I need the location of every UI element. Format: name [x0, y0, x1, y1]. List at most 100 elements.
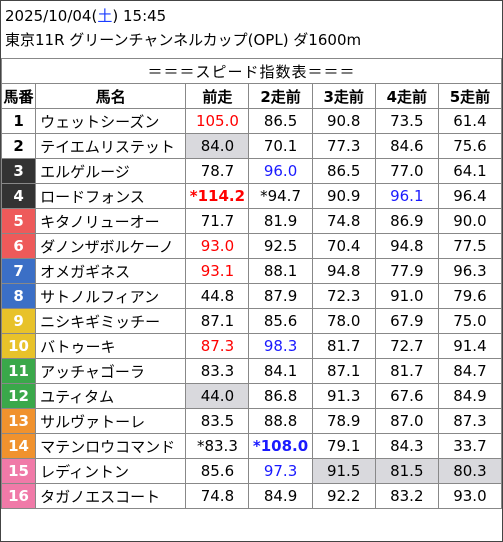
horse-number: 4 [0, 183, 37, 209]
horse-name: ウェットシーズン [35, 108, 187, 134]
speed-index-cell: 33.7 [437, 433, 503, 459]
horse-number: 11 [0, 358, 37, 384]
speed-index-cell: 70.4 [311, 233, 376, 259]
horse-name: アッチャゴーラ [35, 358, 187, 384]
speed-index-cell: 93.1 [185, 258, 250, 284]
speed-index-cell: 87.3 [437, 408, 503, 434]
speed-index-cell: 94.8 [311, 258, 376, 284]
speed-index-cell: 74.8 [185, 483, 250, 509]
table-row: 10 バトゥーキ 87.3 98.3 81.7 72.7 91.4 [0, 333, 503, 359]
speed-index-cell: *94.7 [248, 183, 313, 209]
speed-index-cell: 73.5 [374, 108, 439, 134]
speed-index-cell: 84.9 [248, 483, 313, 509]
table-row: 13 サルヴァトーレ 83.5 88.8 78.9 87.0 87.3 [0, 408, 503, 434]
horse-number: 6 [0, 233, 37, 259]
table-row: 14 マテンロウコマンド *83.3 *108.0 79.1 84.3 33.7 [0, 433, 503, 459]
race-datetime: 2025/10/04(土) 15:45 [5, 6, 166, 26]
speed-index-cell: 67.6 [374, 383, 439, 409]
speed-index-cell: 79.1 [311, 433, 376, 459]
horse-number: 9 [0, 308, 37, 334]
table-row: 5 キタノリューオー 71.7 81.9 74.8 86.9 90.0 [0, 208, 503, 234]
day-of-week: 土 [97, 7, 113, 25]
speed-index-cell: *114.2 [185, 183, 250, 209]
speed-index-cell: 83.5 [185, 408, 250, 434]
speed-index-cell: 88.1 [248, 258, 313, 284]
speed-index-cell: 84.7 [437, 358, 503, 384]
speed-index-cell: 67.9 [374, 308, 439, 334]
speed-index-cell: 92.2 [311, 483, 376, 509]
speed-index-cell: 93.0 [185, 233, 250, 259]
banner-row: ＝＝＝スピード指数表＝＝＝ [1, 58, 502, 84]
speed-index-cell: 70.1 [248, 133, 313, 159]
speed-index-cell: 77.9 [374, 258, 439, 284]
table-row: 15 レディントン 85.6 97.3 91.5 81.5 80.3 [0, 458, 503, 484]
speed-index-cell: 98.3 [248, 333, 313, 359]
table-row: 4 ロードフォンス *114.2 *94.7 90.9 96.1 96.4 [0, 183, 503, 209]
horse-name: バトゥーキ [35, 333, 187, 359]
horse-number: 3 [0, 158, 37, 184]
horse-number: 14 [0, 433, 37, 459]
speed-index-cell: 84.0 [185, 133, 250, 159]
table-body: 1 ウェットシーズン 105.0 86.5 90.8 73.5 61.4 2 テイエムリステット… [0, 108, 503, 509]
col-header-3back: 3走前 [311, 83, 376, 109]
table-banner: ＝＝＝スピード指数表＝＝＝ [1, 58, 502, 84]
speed-index-cell: 80.3 [437, 458, 503, 484]
speed-index-cell: 91.0 [374, 283, 439, 309]
speed-index-cell: 86.5 [248, 108, 313, 134]
speed-index-cell: 78.0 [311, 308, 376, 334]
speed-index-cell: 85.6 [185, 458, 250, 484]
speed-index-cell: 77.3 [311, 133, 376, 159]
table-row: 6 ダノンザボルケーノ 93.0 92.5 70.4 94.8 77.5 [0, 233, 503, 259]
col-header-5back: 5走前 [437, 83, 503, 109]
header-row: 馬番 馬名 前走 2走前 3走前 4走前 5走前 [0, 83, 503, 109]
speed-index-cell: 87.9 [248, 283, 313, 309]
speed-index-cell: 96.1 [374, 183, 439, 209]
speed-index-cell: 75.0 [437, 308, 503, 334]
speed-index-cell: 77.5 [437, 233, 503, 259]
race-time: 15:45 [122, 7, 167, 25]
col-header-name: 馬名 [35, 83, 187, 109]
speed-index-cell: 78.9 [311, 408, 376, 434]
speed-index-cell: 87.0 [374, 408, 439, 434]
speed-index-cell: 71.7 [185, 208, 250, 234]
horse-name: テイエムリステット [35, 133, 187, 159]
speed-index-cell: 91.5 [311, 458, 376, 484]
speed-index-cell: 94.8 [374, 233, 439, 259]
horse-name: レディントン [35, 458, 187, 484]
speed-index-cell: *83.3 [185, 433, 250, 459]
horse-number: 7 [0, 258, 37, 284]
speed-index-cell: 84.1 [248, 358, 313, 384]
table-row: 9 ニシキギミッチー 87.1 85.6 78.0 67.9 75.0 [0, 308, 503, 334]
table-row: 12 ユティタム 44.0 86.8 91.3 67.6 84.9 [0, 383, 503, 409]
speed-index-cell: 92.5 [248, 233, 313, 259]
speed-index-cell: 74.8 [311, 208, 376, 234]
col-header-number: 馬番 [0, 83, 37, 109]
speed-index-cell: 88.8 [248, 408, 313, 434]
speed-index-cell: 90.8 [311, 108, 376, 134]
speed-index-cell: 93.0 [437, 483, 503, 509]
table-row: 2 テイエムリステット 84.0 70.1 77.3 84.6 75.6 [0, 133, 503, 159]
horse-name: サトノルフィアン [35, 283, 187, 309]
speed-index-cell: 61.4 [437, 108, 503, 134]
speed-index-cell: 44.8 [185, 283, 250, 309]
speed-index-cell: 84.3 [374, 433, 439, 459]
speed-index-cell: 87.3 [185, 333, 250, 359]
speed-index-cell: 87.1 [185, 308, 250, 334]
speed-index-cell: 81.5 [374, 458, 439, 484]
horse-number: 10 [0, 333, 37, 359]
speed-index-cell: 83.2 [374, 483, 439, 509]
dow-open: ( [91, 7, 98, 25]
speed-index-cell: 86.5 [311, 158, 376, 184]
speed-index-cell: 44.0 [185, 383, 250, 409]
speed-index-cell: 85.6 [248, 308, 313, 334]
speed-index-cell: 97.3 [248, 458, 313, 484]
speed-index-cell: 84.9 [437, 383, 503, 409]
speed-index-cell: 90.0 [437, 208, 503, 234]
horse-name: エルゲルージ [35, 158, 187, 184]
speed-index-cell: 86.9 [374, 208, 439, 234]
speed-index-cell: 96.3 [437, 258, 503, 284]
table-row: 11 アッチャゴーラ 83.3 84.1 87.1 81.7 84.7 [0, 358, 503, 384]
horse-name: ユティタム [35, 383, 187, 409]
speed-index-cell: 81.7 [311, 333, 376, 359]
horse-number: 13 [0, 408, 37, 434]
